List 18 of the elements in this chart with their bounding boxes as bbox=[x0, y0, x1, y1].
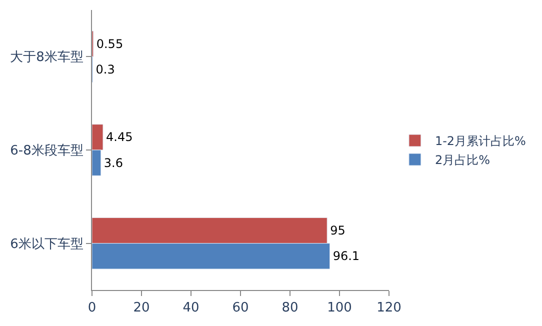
data-label: 96.1 bbox=[332, 249, 360, 264]
data-label: 0.55 bbox=[96, 36, 124, 51]
legend-label: 2月占比% bbox=[434, 153, 490, 168]
y-tick-label: 6米以下车型 bbox=[10, 236, 84, 252]
x-tick-label: 40 bbox=[182, 300, 200, 316]
y-tick-label: 6-8米段车型 bbox=[10, 144, 84, 159]
x-tick-label: 60 bbox=[232, 300, 249, 316]
x-tick-label: 20 bbox=[133, 300, 150, 316]
data-label: 4.45 bbox=[106, 130, 133, 144]
x-tick-label: 100 bbox=[327, 300, 352, 316]
data-label: 3.6 bbox=[104, 156, 124, 170]
x-tick-label: 120 bbox=[376, 300, 402, 316]
y-tick-label: 大于8米车型 bbox=[10, 50, 84, 66]
x-tick-label: 80 bbox=[282, 300, 298, 316]
data-label: 95 bbox=[330, 224, 346, 238]
x-tick-label: 0 bbox=[88, 300, 96, 316]
legend-label: 1-2月累计占比% bbox=[434, 134, 526, 148]
data-label: 0.3 bbox=[96, 62, 115, 76]
